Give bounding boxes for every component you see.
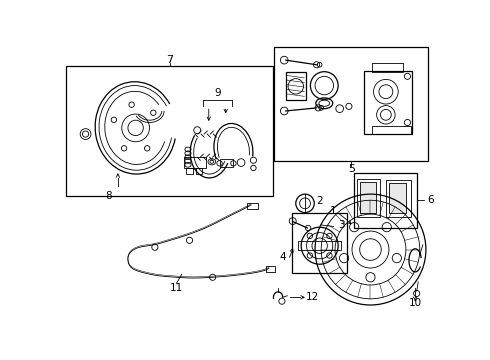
Text: 2: 2 (317, 196, 323, 206)
Text: 9: 9 (214, 88, 220, 98)
Bar (372, 126, 411, 134)
Text: 7: 7 (166, 55, 173, 65)
Text: 3: 3 (338, 220, 344, 230)
Bar (357, 179, 381, 217)
Bar (187, 168, 193, 174)
Bar (298, 241, 341, 250)
Bar (66, 66, 273, 195)
Bar (220, 159, 233, 167)
Bar (389, 183, 406, 213)
Text: 8: 8 (105, 191, 112, 201)
Bar (196, 168, 202, 174)
Text: 11: 11 (170, 283, 183, 293)
Bar (266, 266, 275, 272)
Bar (354, 172, 416, 228)
Bar (365, 71, 412, 134)
Bar (274, 47, 428, 161)
Bar (247, 203, 258, 209)
Bar (286, 72, 306, 100)
Text: 10: 10 (409, 298, 422, 309)
Text: 4: 4 (279, 252, 286, 262)
Bar (184, 157, 206, 168)
Bar (292, 213, 347, 273)
Bar (386, 180, 411, 217)
Text: 6: 6 (427, 195, 434, 205)
Text: 5: 5 (348, 164, 355, 174)
Text: 1: 1 (330, 206, 337, 216)
Text: 12: 12 (306, 292, 319, 302)
Bar (372, 63, 403, 72)
Bar (361, 182, 376, 213)
